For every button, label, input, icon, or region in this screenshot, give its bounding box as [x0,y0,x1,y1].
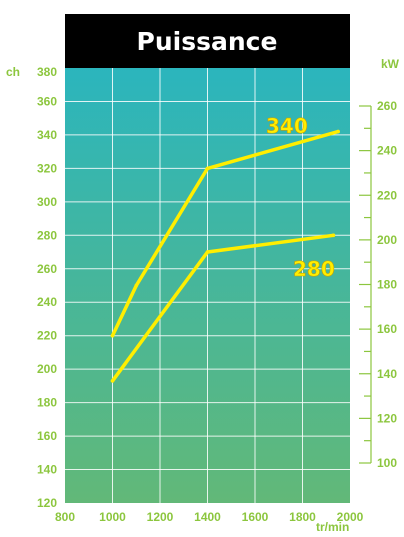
data-point [110,379,115,383]
y-tick-label: 240 [37,295,57,309]
data-point [331,233,336,238]
y-right-tick-label: 260 [377,99,397,113]
y-right-tick-label: 180 [377,278,397,292]
x-axis-unit: tr/min [316,520,349,534]
y-right-tick-label: 200 [377,233,397,247]
y-tick-label: 300 [37,195,57,209]
x-tick-label: 1200 [147,510,174,524]
y-right-tick-label: 120 [377,411,397,425]
x-tick-label: 1000 [99,510,126,524]
x-tick-label: 1800 [289,510,316,524]
x-tick-label: 1400 [194,510,221,524]
y-right-tick-label: 140 [377,367,397,381]
series-line-340 [110,129,340,338]
data-point [110,333,115,338]
y-right-tick-label: 160 [377,322,397,336]
y-axis-unit-right: kW [381,57,400,71]
y-tick-label: 160 [37,429,57,443]
y-tick-label: 260 [37,262,57,276]
y-tick-label: 200 [37,362,57,376]
y-tick-label: 280 [37,228,57,242]
y-tick-label: 140 [37,463,57,477]
y-tick-label: 380 [37,65,57,79]
y-tick-label: 220 [37,329,57,343]
series-label-340: 340 [266,114,308,138]
series-label-280: 280 [293,257,335,281]
x-tick-label: 800 [55,510,75,524]
data-point [134,283,139,288]
y-tick-label: 360 [37,94,57,108]
x-tick-label: 1600 [242,510,269,524]
y-tick-label: 180 [37,396,57,410]
y-tick-label: 120 [37,496,57,510]
y-tick-label: 320 [37,161,57,175]
y-right-tick-label: 240 [377,144,397,158]
chart-title: Puissance [137,27,278,56]
y-axis-unit-left: ch [6,65,20,79]
title-background [65,14,350,68]
data-point [205,166,210,171]
y-right-tick-label: 100 [377,456,397,470]
y-tick-label: 340 [37,128,57,142]
data-point [205,250,210,254]
x-tick-label: 2000 [337,510,364,524]
data-point [336,129,340,134]
y-right-tick-label: 220 [377,188,397,202]
